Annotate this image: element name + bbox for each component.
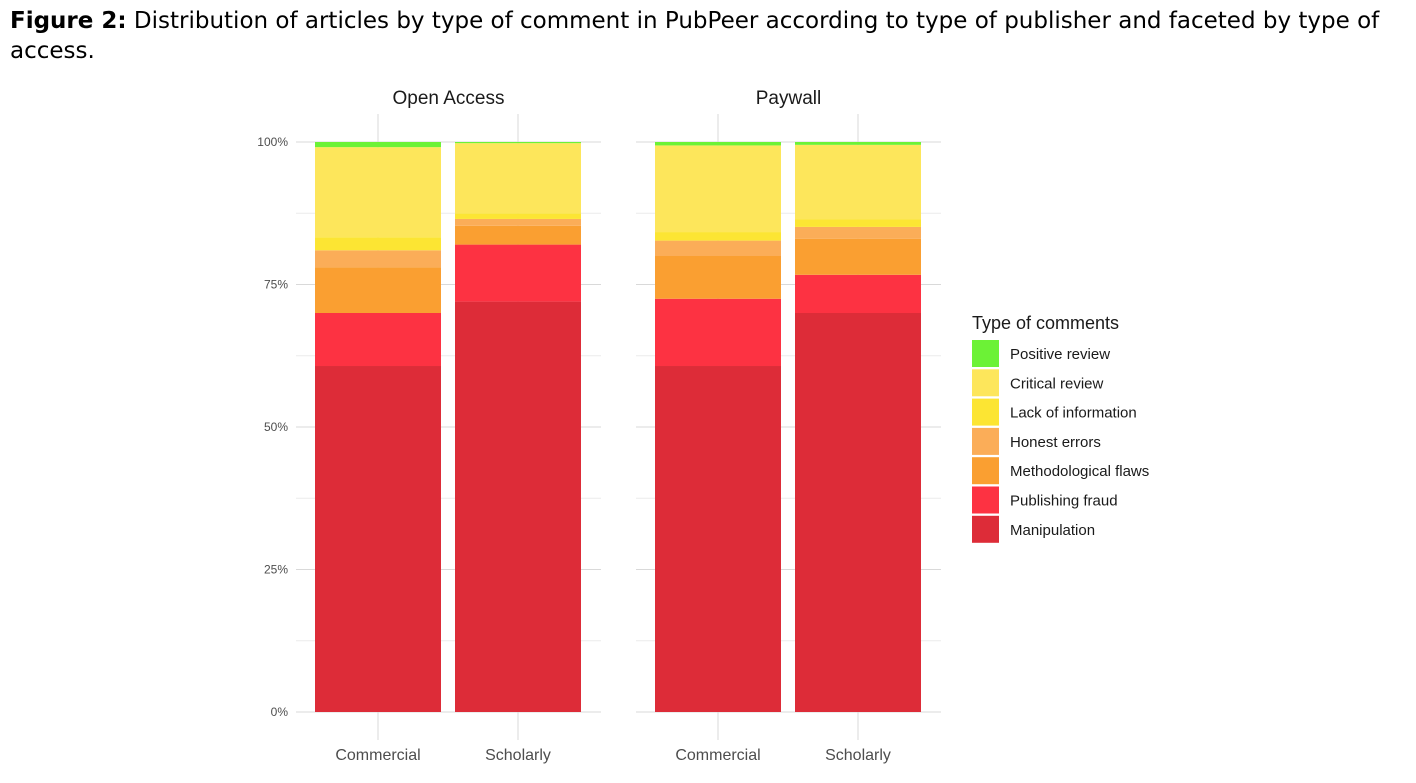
bar-segment-critical-review — [795, 144, 921, 220]
y-tick-label: 100% — [257, 135, 288, 149]
bar-segment-publishing-fraud — [795, 274, 921, 313]
bar-segment-positive-review — [795, 142, 921, 145]
caption-label: Figure 2: — [10, 8, 127, 34]
legend-swatch-critical-review — [972, 369, 999, 397]
y-tick-label: 25% — [264, 563, 288, 577]
bar-segment-methodological-flaws — [795, 238, 921, 275]
bar-segment-methodological-flaws — [655, 256, 781, 299]
bar-segment-publishing-fraud — [455, 244, 581, 302]
legend-label: Honest errors — [1010, 434, 1101, 451]
bar-segment-publishing-fraud — [655, 298, 781, 367]
legend-swatch-methodological-flaws — [972, 457, 999, 485]
y-tick-label: 0% — [271, 705, 289, 719]
caption-text: Distribution of articles by type of comm… — [10, 8, 1380, 64]
bar-segment-positive-review — [315, 142, 441, 148]
legend-swatch-honest-errors — [972, 427, 999, 455]
bar-segment-manipulation — [455, 301, 581, 712]
legend-label: Positive review — [1010, 346, 1110, 363]
figure-caption: Figure 2: Distribution of articles by ty… — [10, 6, 1410, 66]
bar-segment-methodological-flaws — [455, 225, 581, 245]
bar-segment-lack-of-information — [455, 213, 581, 219]
x-tick-label: Scholarly — [485, 747, 551, 764]
bar-segment-lack-of-information — [315, 237, 441, 251]
bar-segment-honest-errors — [455, 218, 581, 226]
bar-segment-critical-review — [455, 143, 581, 214]
y-tick-label: 75% — [264, 278, 288, 292]
bar-segment-manipulation — [795, 313, 921, 712]
bar-segment-lack-of-information — [655, 232, 781, 241]
bar-segment-lack-of-information — [795, 219, 921, 227]
x-tick-label: Commercial — [675, 747, 760, 764]
bar-segment-manipulation — [315, 366, 441, 712]
facet-title: Open Access — [393, 88, 505, 109]
bar-segment-methodological-flaws — [315, 267, 441, 313]
bar-segment-honest-errors — [795, 226, 921, 239]
legend-swatch-publishing-fraud — [972, 486, 999, 514]
bar-segment-manipulation — [655, 366, 781, 712]
legend-title: Type of comments — [972, 313, 1119, 333]
x-tick-label: Scholarly — [825, 747, 891, 764]
bar-segment-positive-review — [655, 142, 781, 146]
bar-segment-publishing-fraud — [315, 313, 441, 367]
legend-label: Lack of information — [1010, 405, 1137, 422]
legend-swatch-manipulation — [972, 515, 999, 543]
bar-segment-honest-errors — [315, 250, 441, 268]
bar-segment-positive-review — [455, 142, 581, 144]
bar-segment-honest-errors — [655, 240, 781, 256]
legend-label: Publishing fraud — [1010, 493, 1118, 510]
bar-segment-critical-review — [655, 145, 781, 233]
legend-label: Methodological flaws — [1010, 463, 1149, 480]
legend-swatch-lack-of-information — [972, 398, 999, 426]
legend-swatch-positive-review — [972, 340, 999, 367]
legend-label: Manipulation — [1010, 522, 1095, 539]
y-tick-label: 50% — [264, 420, 288, 434]
legend-label: Critical review — [1010, 375, 1104, 392]
x-tick-label: Commercial — [335, 747, 420, 764]
facet-title: Paywall — [756, 88, 821, 109]
bar-segment-critical-review — [315, 147, 441, 238]
